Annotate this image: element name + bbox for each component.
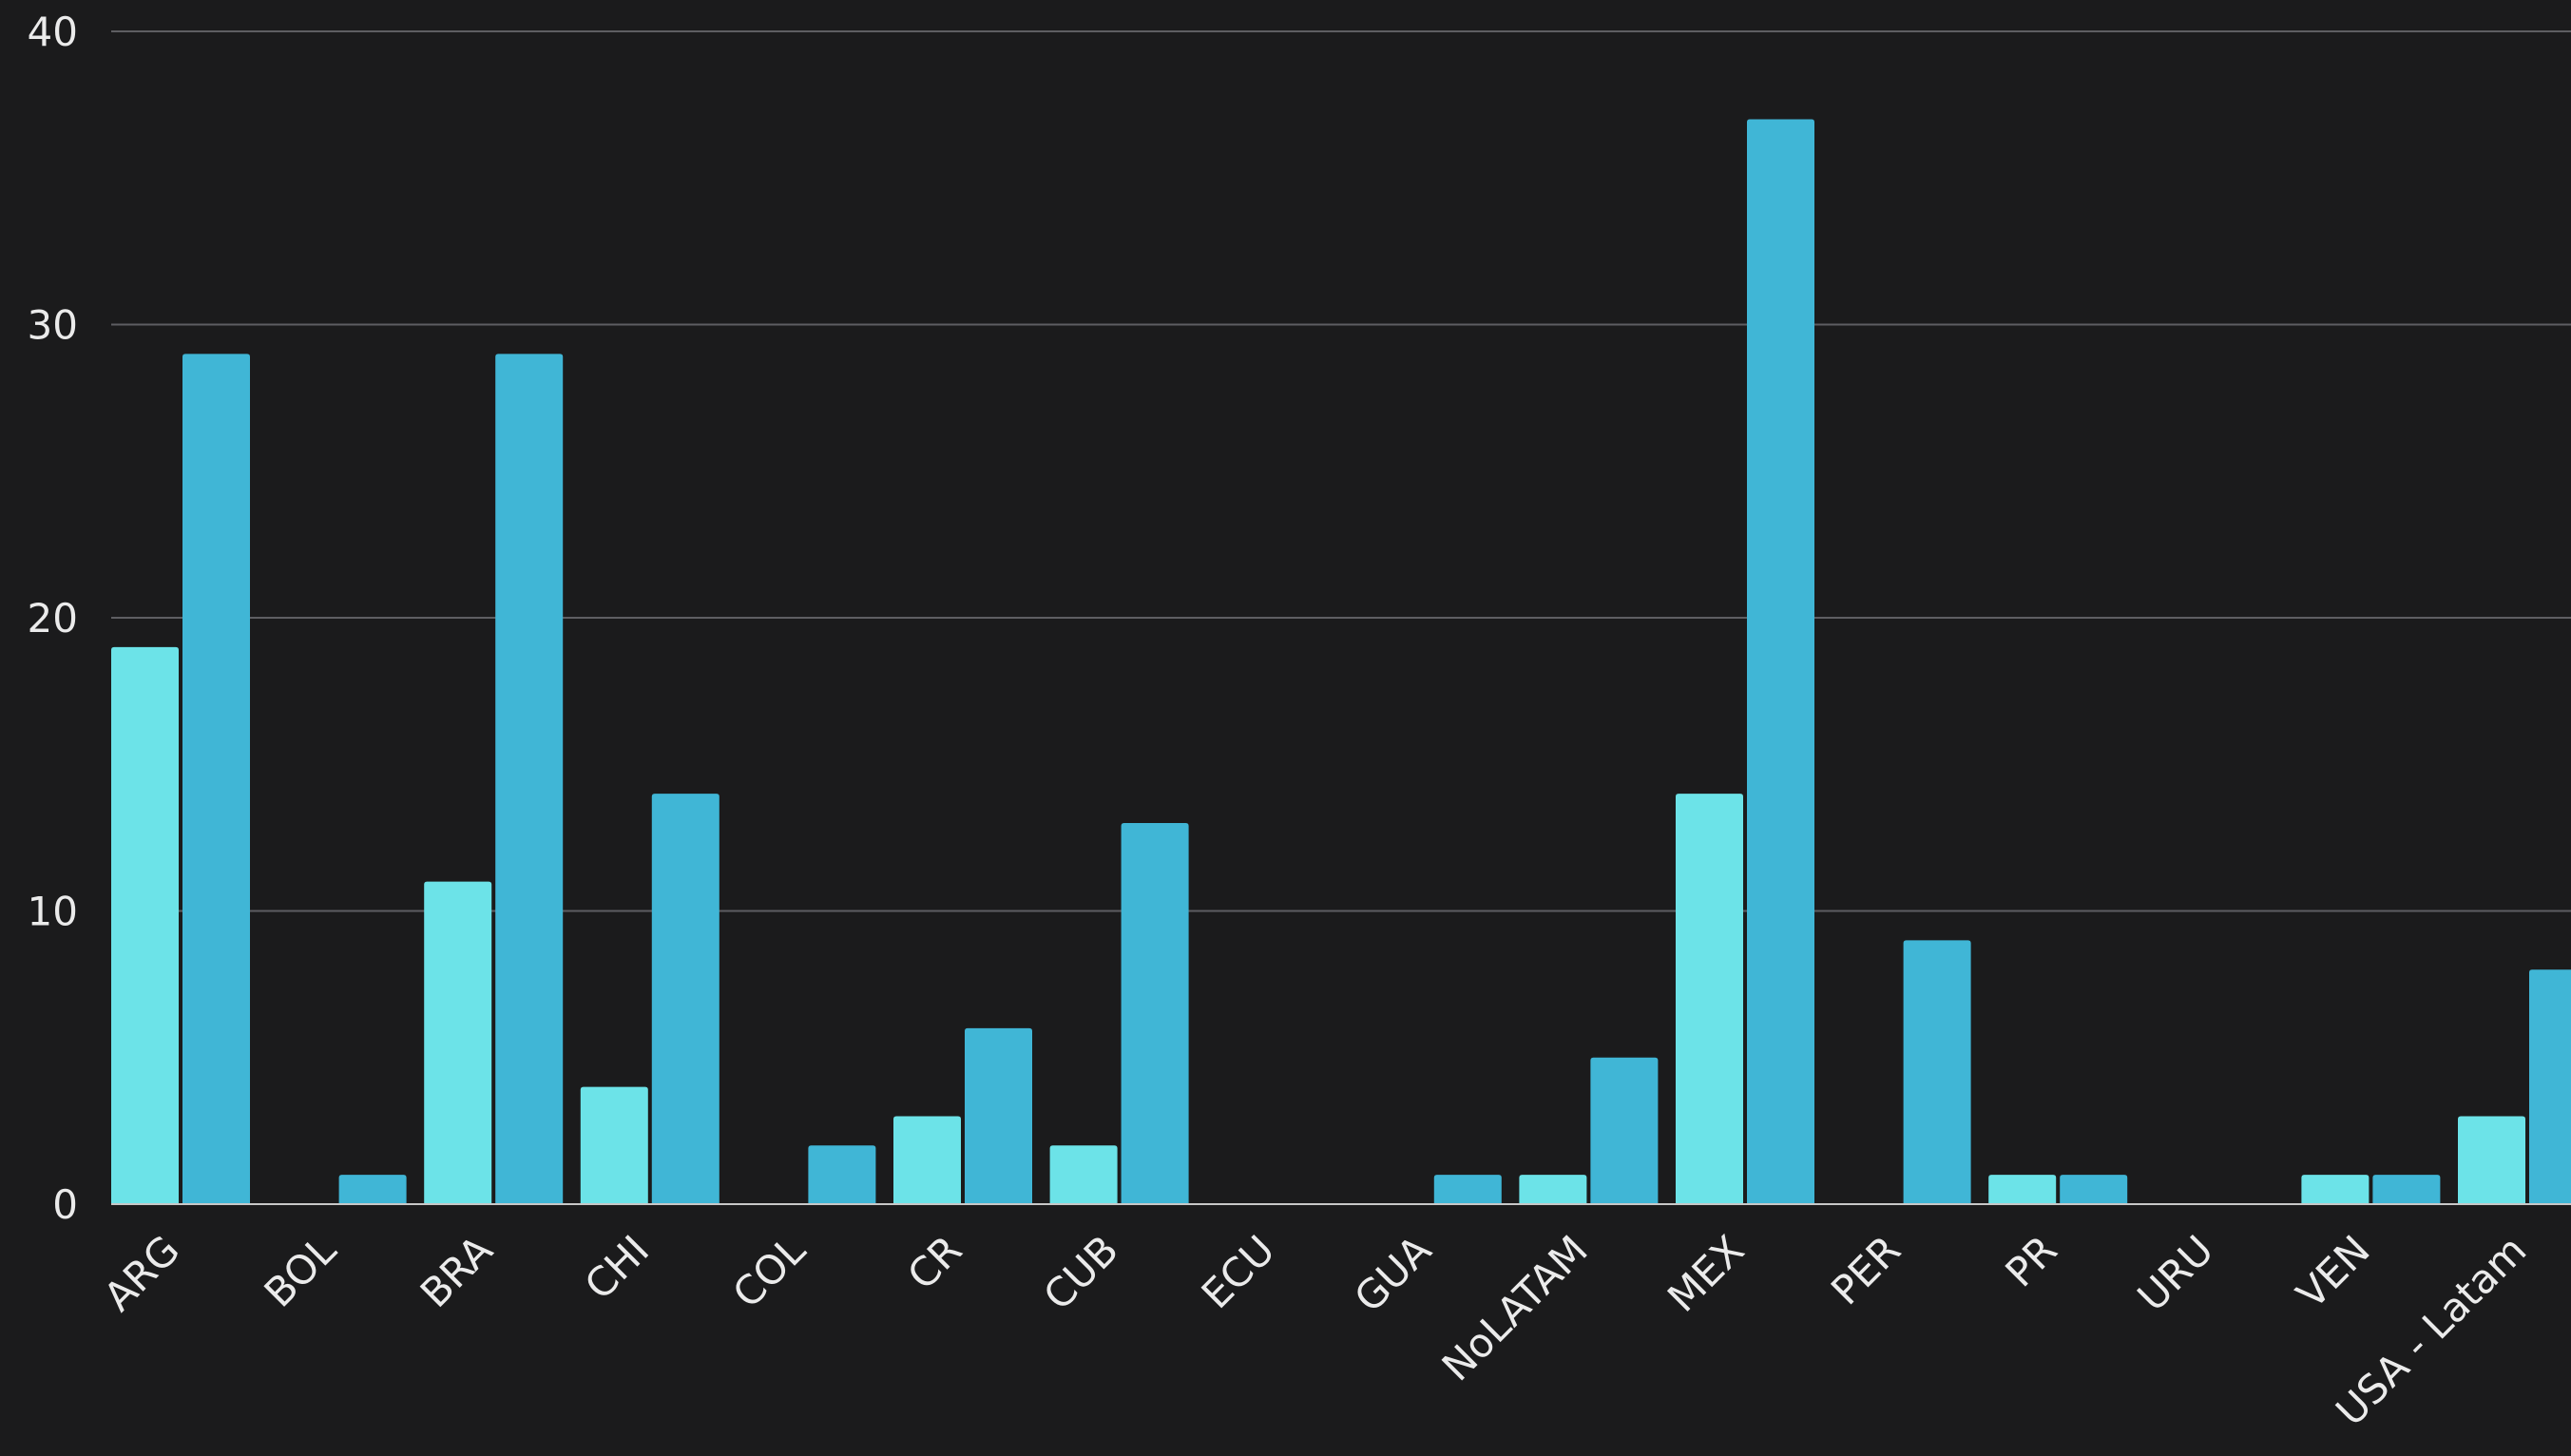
x-tick-label: CR: [898, 1226, 970, 1298]
x-tick-label: BRA: [412, 1226, 502, 1316]
bar-usa-latam-series-2: [2529, 969, 2571, 1204]
y-tick-label: 20: [28, 595, 78, 642]
bar-pr-series-2: [2060, 1175, 2128, 1204]
x-tick-label: CHI: [576, 1226, 658, 1308]
bar-bra-series-1: [424, 881, 492, 1204]
bar-chi-series-1: [580, 1086, 648, 1204]
gridlines: [111, 30, 2571, 912]
x-tick-label: NoLATAM: [1433, 1226, 1597, 1389]
bar-pr-series-1: [1988, 1175, 2057, 1204]
bar-nolatam-series-1: [1519, 1175, 1587, 1204]
bar-cr-series-1: [893, 1116, 961, 1204]
x-tick-label: BOL: [256, 1226, 346, 1316]
bar-bol-series-2: [338, 1175, 407, 1204]
bar-mex-series-2: [1747, 119, 1814, 1204]
bar-ven-series-2: [2372, 1175, 2441, 1204]
x-tick-label: ECU: [1193, 1226, 1284, 1317]
x-tick-label: PR: [1996, 1226, 2065, 1295]
x-tick-label: PER: [1822, 1226, 1909, 1313]
bar-bra-series-2: [495, 354, 564, 1205]
tick-labels: 0 10 20 30 40 ARG BOL BRA CHI COL CR CUB ECU GUANoLAT…: [28, 9, 2536, 1435]
bar-cub-series-2: [1121, 822, 1189, 1204]
x-tick-label: ARG: [95, 1226, 189, 1320]
x-tick-label: MEX: [1659, 1226, 1753, 1320]
bar-mex-series-1: [1676, 794, 1743, 1204]
x-tick-label: COL: [723, 1226, 815, 1317]
y-tick-label: 40: [28, 9, 78, 55]
y-tick-label: 30: [28, 302, 78, 349]
x-tick-label: CUB: [1034, 1226, 1127, 1319]
x-tick-label: GUA: [1345, 1226, 1440, 1321]
bar-arg-series-2: [182, 354, 250, 1205]
y-tick-label: 0: [52, 1181, 78, 1228]
x-tick-label: URU: [2128, 1226, 2222, 1320]
bar-arg-series-1: [111, 646, 179, 1204]
x-tick-label: VEN: [2288, 1226, 2379, 1317]
bar-chi-series-2: [651, 794, 719, 1204]
bar-ven-series-1: [2301, 1175, 2370, 1204]
bar-per-series-2: [1903, 940, 1971, 1204]
bar-col-series-2: [808, 1145, 876, 1204]
bar-cr-series-2: [965, 1027, 1032, 1204]
bars: [111, 119, 2571, 1205]
bar-gua-series-2: [1433, 1175, 1502, 1204]
bar-usa-latam-series-1: [2458, 1116, 2525, 1204]
bar-cub-series-1: [1049, 1145, 1118, 1204]
y-tick-label: 10: [28, 889, 78, 935]
bar-nolatam-series-2: [1590, 1057, 1659, 1204]
